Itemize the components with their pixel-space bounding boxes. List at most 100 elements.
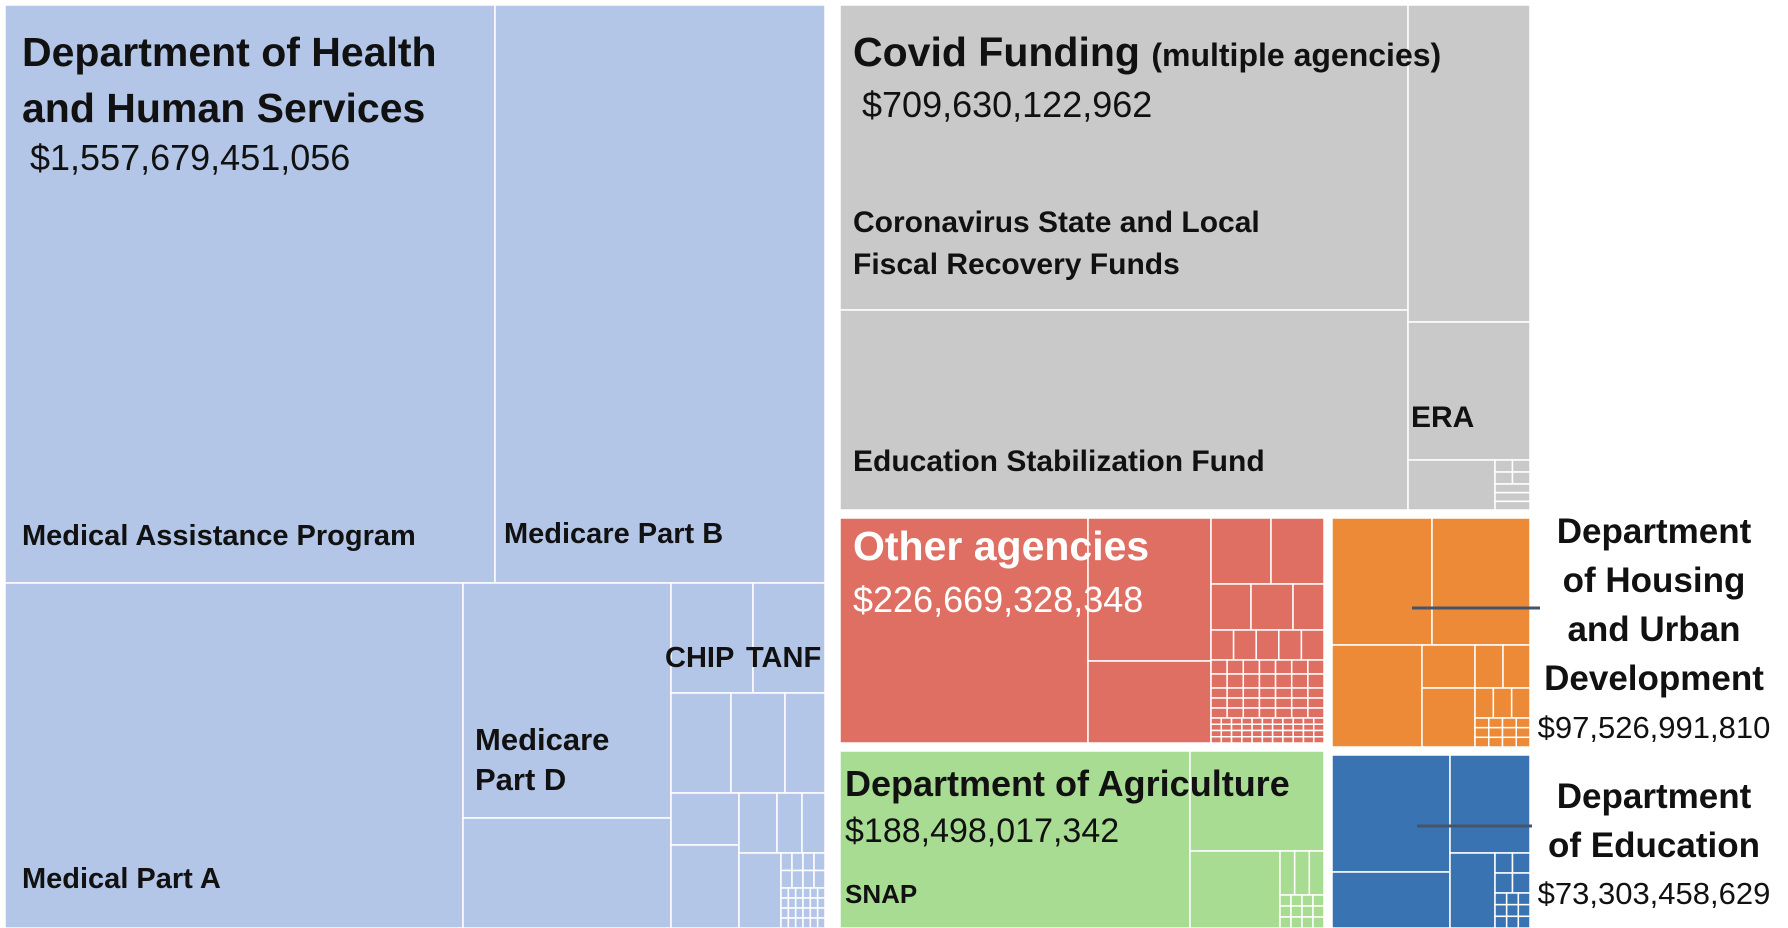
treemap-cell-other-agency: [1251, 729, 1264, 738]
treemap-cell-other-agency: [1210, 723, 1223, 732]
item-label-chip: CHIP: [665, 642, 734, 674]
treemap-cell-other-agency: [1312, 736, 1325, 744]
treemap-cell-hud-program: [1421, 644, 1476, 689]
treemap-cell-education-program: [1449, 754, 1531, 854]
group-gap: [825, 0, 840, 928]
treemap-cell-other-agency: [1210, 517, 1272, 585]
item-label-coronavirus-state-and-local-fiscal-recovery-funds: Fiscal Recovery Funds: [853, 248, 1180, 281]
treemap-cell-other-agency: [1210, 729, 1223, 738]
treemap-cell-other-agency: [1258, 659, 1277, 675]
treemap-cell-other-agency: [1226, 673, 1245, 689]
treemap-cell-other-agency: [1300, 629, 1325, 661]
treemap-cell-hhs-program: [816, 897, 826, 909]
treemap-cell-other-agency: [1271, 717, 1284, 725]
treemap-cell-other-agency: [1261, 729, 1274, 738]
treemap-cell-hhs-program: [784, 692, 826, 794]
treemap-cell-other-agency: [1210, 736, 1223, 744]
treemap-cell-other-agency: [1307, 687, 1325, 699]
treemap-cell-hhs-program: [738, 852, 782, 928]
treemap-cell-other-agency: [1274, 673, 1293, 689]
treemap-cell-covid-program: [1407, 4, 1531, 323]
treemap-cell-hud-program: [1515, 717, 1531, 729]
treemap-cell-hhs-program: [802, 917, 812, 928]
treemap-cell-hhs-program: [801, 792, 826, 854]
group-title-hud: and Urban: [1567, 610, 1740, 649]
treemap-cell-hhs-program: [780, 907, 790, 919]
treemap-cell-other-agency: [1282, 717, 1294, 725]
group-title-education: Department: [1557, 777, 1752, 816]
treemap-cell-hhs-program: [780, 887, 790, 899]
treemap-cell-other-agency: [1220, 729, 1233, 738]
treemap-cell-usda-program: [1279, 905, 1292, 918]
treemap-cell-covid-program: [1494, 471, 1514, 485]
treemap-cell-education-program: [1511, 852, 1531, 874]
treemap-cell-other-agency: [1307, 659, 1325, 675]
treemap-cell-hud-program: [1501, 736, 1517, 748]
treemap-cell-education-program: [1494, 903, 1508, 918]
treemap-cell-other-agency: [1226, 687, 1245, 699]
group-title-hud: Department: [1557, 512, 1752, 551]
treemap-cell-other-agency: [1087, 517, 1212, 662]
treemap-cell-other-agency: [1242, 707, 1261, 719]
treemap-cell-other-agency: [1226, 697, 1245, 709]
treemap-cell-hhs-program: [738, 792, 778, 854]
group-title-usda: Department of Agriculture: [845, 763, 1290, 804]
treemap-cell-covid-program: [1494, 491, 1531, 503]
group-total-other: $226,669,328,348: [853, 579, 1143, 620]
treemap-cell-other-agency: [1255, 629, 1280, 661]
treemap-cell-other-agency: [1274, 697, 1293, 709]
treemap-cell-usda-program: [1290, 916, 1303, 928]
group-title-hhs: and Human Services: [22, 85, 425, 131]
treemap-cell-other-agency: [1251, 736, 1264, 744]
group-title-hud: of Housing: [1563, 561, 1746, 600]
treemap-cell-hhs-program: [802, 907, 812, 919]
treemap-cell-other-agency: [1282, 736, 1294, 744]
treemap-cell-hud-program: [1501, 717, 1517, 729]
item-label-era: ERA: [1411, 401, 1474, 434]
treemap-cell-other-agency: [1270, 517, 1325, 585]
treemap-cell-other-agency: [1271, 729, 1284, 738]
treemap-cell-other-agency: [1210, 629, 1235, 661]
treemap-cell-hhs-program: [809, 887, 819, 899]
treemap-cell-hhs-program: [802, 869, 815, 889]
treemap-cell-other-agency: [1232, 629, 1257, 661]
treemap-cell-other-agency: [1210, 707, 1228, 719]
treemap-cell-hhs-program: [780, 869, 793, 889]
treemap-cell-hhs-program: [787, 907, 797, 919]
treemap-cell-hhs-program: [816, 887, 826, 899]
group-total-usda: $188,498,017,342: [845, 812, 1119, 850]
treemap-cell-other-agency: [1292, 583, 1325, 631]
treemap-cell-other-agency: [1226, 707, 1245, 719]
treemap-cell-other-agency: [1087, 660, 1212, 744]
treemap-cell-other-agency: [1226, 659, 1245, 675]
treemap-cell-covid-program: [1511, 471, 1531, 485]
treemap-cell-hhs-program: [794, 897, 804, 909]
treemap-cell-hud-program: [1488, 726, 1504, 739]
treemap-cell-education-program: [1517, 892, 1531, 906]
treemap-cell-other-agency: [1258, 687, 1277, 699]
treemap-cell-hhs-program: [787, 887, 797, 899]
treemap-cell-other-agency: [1230, 717, 1243, 725]
treemap-cell-education-program: [1511, 872, 1531, 894]
treemap-cell-hud-program: [1515, 736, 1531, 748]
group-total-hhs: $1,557,679,451,056: [30, 137, 350, 178]
treemap-cell-tanf: [752, 582, 826, 694]
treemap-cell-other-agency: [1241, 729, 1253, 738]
treemap-cell-other-agency: [1250, 583, 1294, 631]
item-label-coronavirus-state-and-local-fiscal-recovery-funds: Coronavirus State and Local: [853, 206, 1260, 239]
group-gap: [840, 743, 1324, 751]
treemap-cell-hud-program: [1515, 726, 1531, 739]
treemap-cell-hhs-program: [809, 907, 819, 919]
treemap-cell-hhs-program: [670, 792, 740, 846]
group-total-education: $73,303,458,629: [1538, 876, 1771, 911]
treemap-cell-other-agency: [1274, 659, 1293, 675]
treemap-cell-other-agency: [1210, 697, 1228, 709]
treemap-cell-other-agency: [1274, 707, 1293, 719]
item-label-medical-part-a: Medical Part A: [22, 863, 221, 895]
treemap-cell-education-program: [1331, 754, 1451, 873]
item-label-medical-assistance-program: Medical Assistance Program: [22, 520, 416, 552]
treemap-cell-usda-program: [1279, 916, 1292, 928]
group-title-education: of Education: [1548, 826, 1760, 865]
treemap-cell-hud-program: [1474, 736, 1490, 748]
treemap-cell-other-agency: [1290, 673, 1309, 689]
